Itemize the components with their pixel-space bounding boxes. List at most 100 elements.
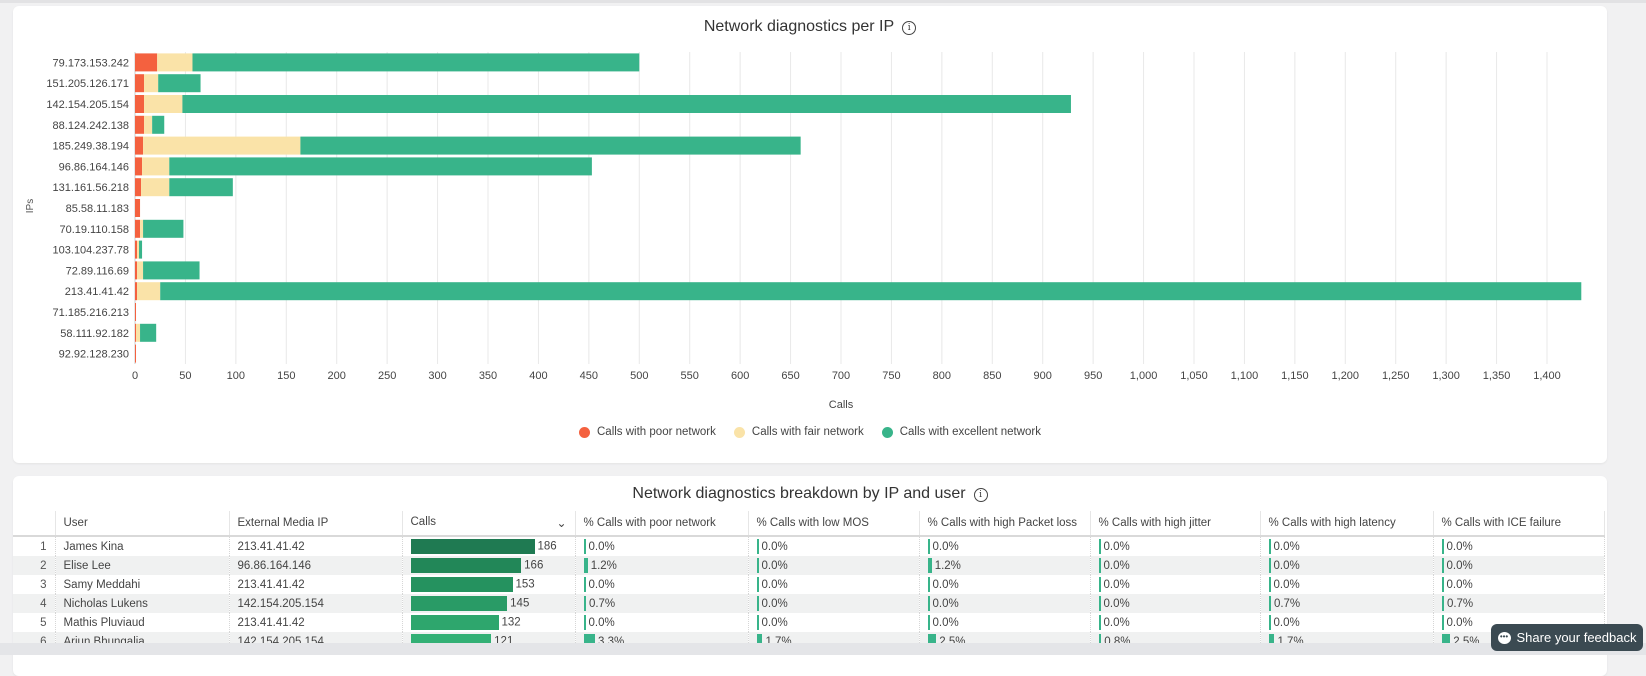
bar-segment-poor[interactable] <box>135 74 145 93</box>
table-row[interactable]: 3 Samy Meddahi 213.41.41.42 153 0.0% 0.0% 0.0%… <box>13 575 1605 594</box>
x-tick-label: 950 <box>1084 370 1102 382</box>
table-row[interactable]: 5 Mathis Pluviaud 213.41.41.42 132 0.0% 0.0% 0… <box>13 613 1605 632</box>
legend-dot-icon <box>579 426 590 438</box>
info-icon[interactable]: i <box>973 488 988 502</box>
bar-segment-fair[interactable] <box>137 282 161 301</box>
calls-cell: 186 <box>402 536 576 556</box>
y-tick-label: 142.154.205.154 <box>46 99 129 111</box>
row-index: 1 <box>40 540 47 553</box>
column-header-label: External Media IP <box>237 517 329 529</box>
percent-bar <box>927 558 932 573</box>
percent-value: 0.0% <box>761 597 788 610</box>
bar-segment-excellent[interactable] <box>158 74 201 93</box>
percent-value: 0.0% <box>1273 540 1300 553</box>
bar-segment-excellent[interactable] <box>169 178 233 197</box>
y-axis-label: IPs <box>25 199 36 213</box>
percent-cell: 0.0% <box>1090 556 1261 575</box>
legend-item[interactable]: Calls with poor network <box>579 426 716 438</box>
bar-segment-excellent[interactable] <box>152 115 165 134</box>
percent-cell: 0.0% <box>575 536 749 556</box>
table-row[interactable]: 4 Nicholas Lukens 142.154.205.154 145 0.7% 0.… <box>13 594 1605 613</box>
percent-bar <box>756 615 759 630</box>
legend-item[interactable]: Calls with excellent network <box>881 426 1041 438</box>
table-row[interactable]: 2 Elise Lee 96.86.164.146 166 1.2% 0.0% 1.2% 0.… <box>13 556 1605 575</box>
chart-title-text: Network diagnostics per IP <box>703 18 895 35</box>
bar-segment-excellent[interactable] <box>143 219 184 238</box>
bar-segment-poor[interactable] <box>135 303 137 321</box>
bar-segment-fair[interactable] <box>137 261 144 280</box>
column-header[interactable]: % Calls with poor network <box>575 511 749 537</box>
breakdown-table: User External Media IP Calls ⌄ % Calls with … <box>13 511 1605 651</box>
percent-value: 0.0% <box>1273 578 1300 591</box>
column-header[interactable]: Calls ⌄ <box>402 511 576 537</box>
x-tick-label: 1,200 <box>1332 370 1360 382</box>
y-tick-label: 88.124.242.138 <box>53 120 129 132</box>
bar-segment-poor[interactable] <box>135 199 141 217</box>
bar-segment-poor[interactable] <box>135 157 143 176</box>
info-icon[interactable]: i <box>902 21 917 35</box>
bar-segment-excellent[interactable] <box>160 282 1582 301</box>
column-header[interactable]: % Calls with high Packet loss <box>919 511 1091 537</box>
legend-label: Calls with poor network <box>597 426 716 438</box>
percent-value: 0.0% <box>588 540 615 553</box>
bar-segment-fair[interactable] <box>144 115 153 134</box>
x-tick-label: 0 <box>132 370 138 382</box>
bar-segment-fair[interactable] <box>140 219 144 238</box>
percent-bar <box>927 596 930 611</box>
percent-cell: 1.2% <box>575 556 749 575</box>
bar-segment-poor[interactable] <box>135 95 145 113</box>
y-tick-label: 72.89.116.69 <box>66 265 129 277</box>
bar-segment-poor[interactable] <box>135 115 145 134</box>
percent-cell: 0.0% <box>919 594 1091 613</box>
external-ip: 213.41.41.42 <box>237 616 305 629</box>
bar-segment-poor[interactable] <box>135 219 141 238</box>
bar-segment-fair[interactable] <box>137 240 140 259</box>
chevron-down-icon[interactable]: ⌄ <box>556 516 567 530</box>
bar-segment-fair[interactable] <box>136 323 141 342</box>
bar-segment-excellent[interactable] <box>192 53 640 72</box>
bar-segment-excellent[interactable] <box>143 261 200 280</box>
legend-item[interactable]: Calls with fair network <box>733 426 864 438</box>
column-header[interactable]: % Calls with high latency <box>1260 511 1434 537</box>
bar-segment-poor[interactable] <box>135 282 138 301</box>
percent-cell: 0.0% <box>1260 575 1434 594</box>
bar-segment-poor[interactable] <box>135 323 137 342</box>
percent-bar <box>583 558 588 573</box>
column-header[interactable]: % Calls with low MOS <box>748 511 920 537</box>
percent-value: 0.0% <box>932 540 959 553</box>
percent-value: 0.0% <box>1103 616 1130 629</box>
percent-cell: 0.0% <box>1260 536 1434 556</box>
bar-segment-excellent[interactable] <box>139 240 143 259</box>
column-header[interactable]: External Media IP <box>229 511 403 537</box>
percent-bar <box>583 615 586 630</box>
ip-cell: 142.154.205.154 <box>229 594 403 613</box>
column-header[interactable]: User <box>55 511 230 537</box>
bar-segment-poor[interactable] <box>135 53 158 72</box>
bar-segment-excellent[interactable] <box>182 95 1071 113</box>
bar-segment-poor[interactable] <box>135 261 138 280</box>
percent-bar <box>756 634 763 649</box>
bar-segment-excellent[interactable] <box>169 157 592 176</box>
table-title: Network diagnostics breakdown by IP and … <box>13 485 1607 503</box>
percent-value: 0.0% <box>1273 559 1300 572</box>
bar-segment-poor[interactable] <box>135 344 137 363</box>
percent-bar <box>1441 634 1451 649</box>
bar-segment-fair[interactable] <box>141 178 170 197</box>
bar-segment-fair[interactable] <box>144 74 159 93</box>
table-row[interactable]: 1 James Kina 213.41.41.42 186 0.0% 0.0% 0.0% 0.… <box>13 536 1605 556</box>
bar-segment-fair[interactable] <box>143 136 301 155</box>
bar-segment-fair[interactable] <box>142 157 170 176</box>
bar-segment-fair[interactable] <box>144 95 183 113</box>
share-feedback-button[interactable]: ••• Share your feedback <box>1491 624 1643 651</box>
bar-segment-poor[interactable] <box>135 136 144 155</box>
bar-segment-poor[interactable] <box>135 178 142 197</box>
column-header[interactable]: % Calls with ICE failure <box>1433 511 1605 537</box>
bar-segment-excellent[interactable] <box>140 323 157 342</box>
bar-segment-poor[interactable] <box>135 240 138 259</box>
bar-segment-fair[interactable] <box>157 53 193 72</box>
user-name: James Kina <box>63 540 124 553</box>
calls-bar <box>410 558 522 573</box>
column-header[interactable]: % Calls with high jitter <box>1090 511 1261 537</box>
bar-segment-excellent[interactable] <box>300 136 801 155</box>
percent-bar <box>1441 615 1444 630</box>
